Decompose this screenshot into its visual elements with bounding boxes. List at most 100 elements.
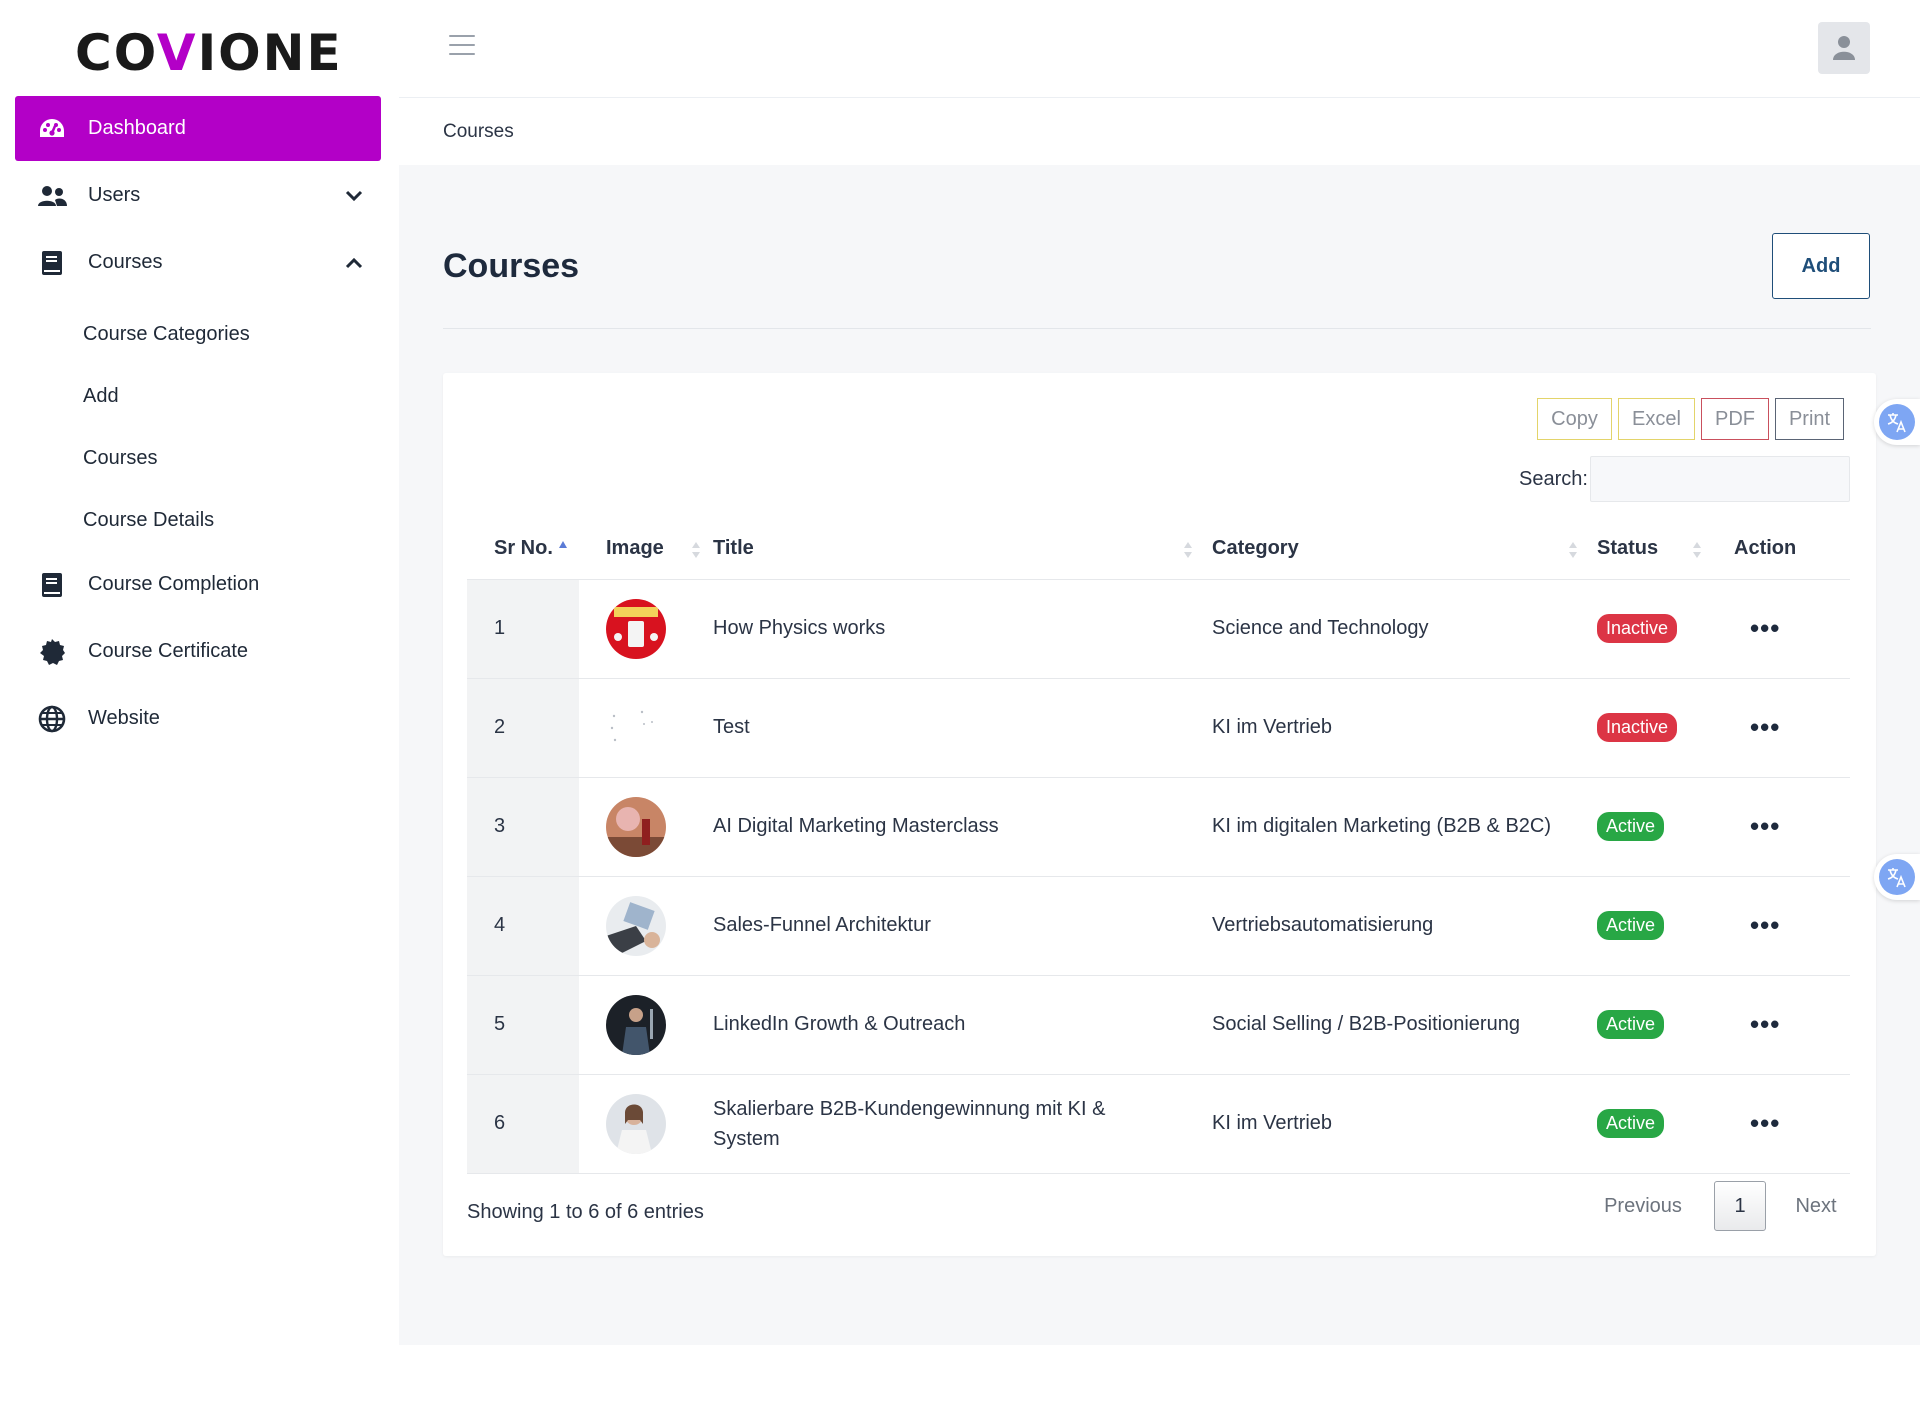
action-cell: ••• — [1734, 579, 1850, 679]
status-cell: Inactive — [1597, 579, 1734, 679]
more-actions-icon[interactable]: ••• — [1750, 712, 1781, 742]
pdf-button[interactable]: PDF — [1701, 398, 1769, 440]
book-icon — [35, 568, 69, 602]
title-cell: How Physics works — [713, 579, 1212, 679]
page-title: Courses — [443, 247, 580, 285]
status-cell: Active — [1597, 876, 1734, 976]
table-row: 6 Skalierbare B2B-Kundengewinnung mit KI… — [467, 1074, 1850, 1174]
title-cell: Sales-Funnel Architektur — [713, 876, 1212, 976]
sr-no-cell: 1 — [467, 579, 579, 679]
column-header-status[interactable]: Status — [1597, 519, 1734, 580]
column-header-action: Action — [1734, 519, 1850, 580]
column-header-category[interactable]: Category — [1212, 519, 1597, 580]
more-actions-icon[interactable]: ••• — [1750, 1108, 1781, 1138]
pagination-next[interactable]: Next — [1795, 1194, 1837, 1217]
sort-asc-icon — [559, 541, 567, 548]
column-header-title[interactable]: Title — [713, 519, 1212, 580]
status-cell: Active — [1597, 975, 1734, 1075]
image-cell — [579, 975, 713, 1075]
action-cell: ••• — [1734, 876, 1850, 976]
chevron-up-icon — [339, 257, 369, 269]
translate-widget-button[interactable] — [1874, 399, 1920, 445]
hamburger-menu-icon[interactable] — [449, 35, 475, 57]
action-cell: ••• — [1734, 975, 1850, 1075]
course-thumbnail — [606, 895, 666, 956]
excel-button[interactable]: Excel — [1618, 398, 1695, 440]
table-row: 5 LinkedIn Growth & Outreach Social Sell… — [467, 975, 1850, 1075]
sr-no-cell: 5 — [467, 975, 579, 1075]
sr-no-cell: 3 — [467, 777, 579, 877]
category-cell: Vertriebsautomatisierung — [1212, 876, 1597, 976]
sidebar-subitem-course-categories[interactable]: Course Categories — [83, 323, 250, 345]
more-actions-icon[interactable]: ••• — [1750, 613, 1781, 643]
category-cell: Science and Technology — [1212, 579, 1597, 679]
table-row: 1 How Physics works Science and Technolo… — [467, 579, 1850, 679]
sidebar-item-course-certificate[interactable]: Course Certificate — [15, 619, 381, 684]
sort-icon — [1184, 542, 1192, 558]
sidebar-item-label: Website — [88, 707, 160, 729]
sidebar-subitem-add[interactable]: Add — [83, 385, 119, 407]
book-icon — [35, 246, 69, 280]
column-header-sr-no[interactable]: Sr No. — [467, 519, 579, 580]
course-thumbnail — [606, 1093, 666, 1154]
sidebar-item-label: Courses — [88, 251, 163, 273]
title-cell: Skalierbare B2B-Kundengewinnung mit KI &… — [713, 1074, 1212, 1174]
user-icon — [1833, 36, 1855, 60]
translate-widget-button[interactable] — [1874, 854, 1920, 900]
users-icon — [35, 179, 69, 213]
column-header-image[interactable]: Image — [579, 519, 713, 580]
translate-icon — [1887, 868, 1906, 888]
title-cell: LinkedIn Growth & Outreach — [713, 975, 1212, 1075]
status-badge: Active — [1597, 1010, 1665, 1039]
sidebar-item-course-completion[interactable]: Course Completion — [15, 552, 381, 617]
sidebar-item-users[interactable]: Users — [15, 163, 381, 228]
image-cell — [579, 777, 713, 877]
translate-icon — [1887, 413, 1906, 433]
status-cell: Active — [1597, 1074, 1734, 1174]
sort-icon — [1569, 542, 1577, 558]
image-cell — [579, 1074, 713, 1174]
category-cell: KI im digitalen Marketing (B2B & B2C) — [1212, 777, 1597, 877]
globe-icon — [35, 702, 69, 736]
sidebar-item-website[interactable]: Website — [15, 686, 381, 751]
breadcrumb: Courses — [399, 99, 1920, 165]
search-input[interactable] — [1590, 456, 1850, 502]
top-bar — [399, 0, 1920, 98]
image-cell — [579, 579, 713, 679]
table-header-row: Sr No. Image Title Category — [467, 519, 1850, 580]
title-cell: AI Digital Marketing Masterclass — [713, 777, 1212, 877]
pagination-previous[interactable]: Previous — [1604, 1194, 1682, 1217]
main-content: Courses Add Copy Excel PDF Print Search:… — [399, 165, 1920, 1345]
sr-no-cell: 4 — [467, 876, 579, 976]
sidebar: COVIONE Dashboard Users Courses Course C… — [0, 0, 399, 1404]
add-course-button[interactable]: Add — [1772, 233, 1870, 299]
more-actions-icon[interactable]: ••• — [1750, 1009, 1781, 1039]
user-avatar-button[interactable] — [1818, 22, 1870, 74]
dashboard-icon — [35, 112, 69, 146]
sr-no-cell: 6 — [467, 1074, 579, 1174]
sidebar-item-label: Dashboard — [88, 117, 186, 139]
action-cell: ••• — [1734, 777, 1850, 877]
course-thumbnail — [606, 697, 666, 758]
table-info: Showing 1 to 6 of 6 entries — [467, 1201, 704, 1223]
status-cell: Inactive — [1597, 678, 1734, 778]
more-actions-icon[interactable]: ••• — [1750, 811, 1781, 841]
sidebar-item-label: Course Certificate — [88, 640, 249, 662]
sidebar-item-dashboard[interactable]: Dashboard — [15, 96, 381, 161]
status-badge: Active — [1597, 911, 1665, 940]
more-actions-icon[interactable]: ••• — [1750, 910, 1781, 940]
status-cell: Active — [1597, 777, 1734, 877]
sidebar-item-courses[interactable]: Courses — [15, 230, 381, 295]
certificate-icon — [35, 635, 69, 669]
sidebar-subitem-courses[interactable]: Courses — [83, 447, 158, 469]
table-row: 4 Sales-Funnel Architektur Vertriebsauto… — [467, 876, 1850, 976]
sidebar-subitem-course-details[interactable]: Course Details — [83, 509, 215, 531]
copy-button[interactable]: Copy — [1537, 398, 1612, 440]
brand-logo[interactable]: COVIONE — [75, 24, 343, 82]
print-button[interactable]: Print — [1775, 398, 1844, 440]
pagination-page-1[interactable]: 1 — [1714, 1181, 1766, 1231]
table-row: 2 Test KI im Vertrieb Inactive ••• — [467, 678, 1850, 778]
course-thumbnail — [606, 994, 666, 1055]
breadcrumb-current: Courses — [443, 121, 514, 142]
chevron-down-icon — [339, 190, 369, 202]
